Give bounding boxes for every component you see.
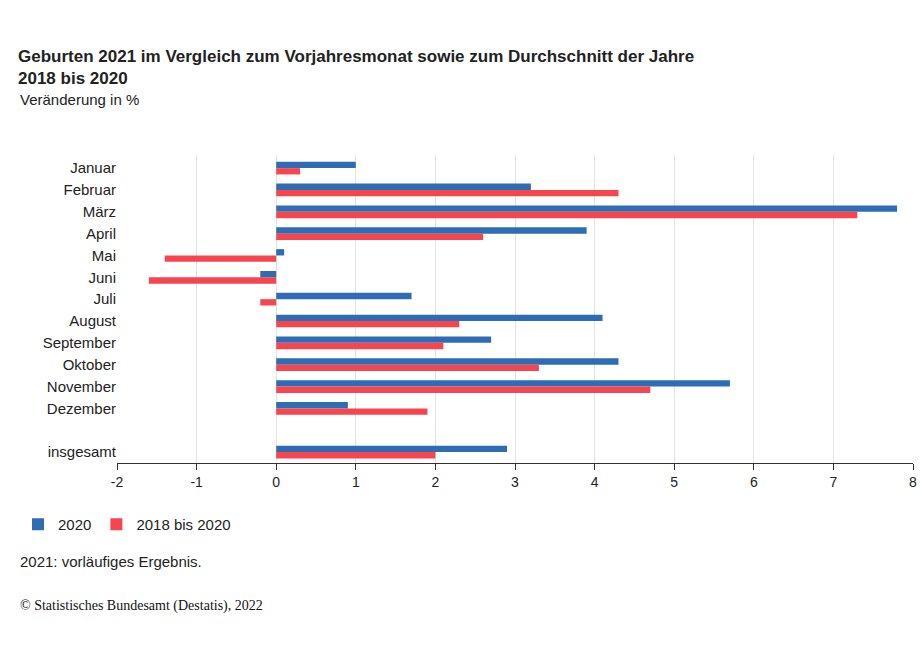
- svg-text:2021: vorläufiges Ergebnis.: 2021: vorläufiges Ergebnis.: [20, 553, 202, 570]
- svg-text:© Statistisches Bundesamt (Des: © Statistisches Bundesamt (Destatis), 20…: [20, 598, 263, 614]
- svg-text:Geburten 2021 im Vergleich zum: Geburten 2021 im Vergleich zum Vorjahres…: [18, 47, 694, 88]
- svg-text:4: 4: [591, 474, 599, 490]
- svg-text:0: 0: [272, 474, 280, 490]
- svg-text:2020: 2020: [58, 516, 91, 533]
- svg-text:Mai: Mai: [92, 247, 116, 264]
- svg-text:Oktober: Oktober: [63, 356, 116, 373]
- svg-text:Juni: Juni: [88, 269, 116, 286]
- svg-text:März: März: [83, 203, 116, 220]
- svg-text:2018 bis 2020: 2018 bis 2020: [136, 516, 230, 533]
- svg-text:April: April: [86, 225, 116, 242]
- svg-text:Januar: Januar: [70, 159, 116, 176]
- svg-text:1: 1: [352, 474, 360, 490]
- svg-text:Dezember: Dezember: [47, 400, 116, 417]
- svg-text:6: 6: [750, 474, 758, 490]
- svg-text:-1: -1: [190, 474, 203, 490]
- svg-text:3: 3: [511, 474, 519, 490]
- svg-text:5: 5: [670, 474, 678, 490]
- svg-text:August: August: [69, 312, 117, 329]
- svg-text:September: September: [43, 334, 116, 351]
- svg-text:2: 2: [432, 474, 440, 490]
- svg-text:8: 8: [909, 474, 917, 490]
- svg-text:insgesamt: insgesamt: [48, 443, 117, 460]
- svg-text:-2: -2: [111, 474, 124, 490]
- svg-text:7: 7: [830, 474, 838, 490]
- svg-text:Juli: Juli: [93, 290, 116, 307]
- svg-text:November: November: [47, 378, 116, 395]
- svg-text:Veränderung in %: Veränderung in %: [20, 91, 139, 108]
- svg-text:Februar: Februar: [63, 181, 116, 198]
